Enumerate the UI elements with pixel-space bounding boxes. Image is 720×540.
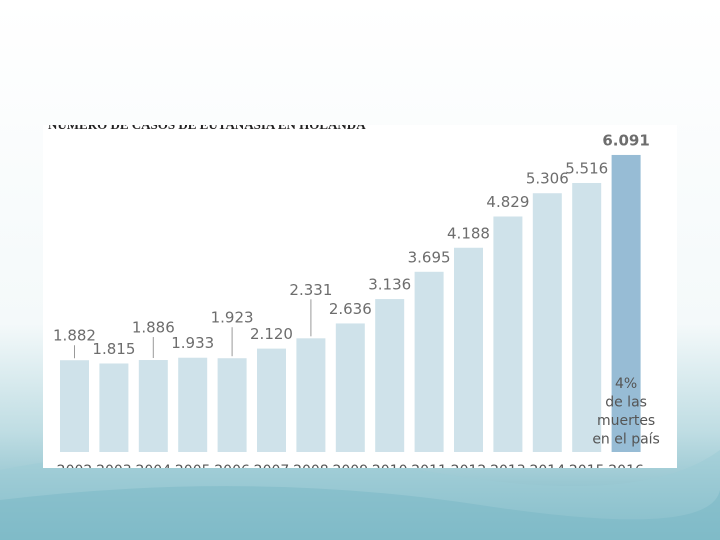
- value-label: 1.933: [171, 334, 214, 352]
- value-label: 3.695: [408, 248, 451, 266]
- bar: [532, 193, 562, 452]
- value-label: 5.306: [526, 170, 569, 188]
- value-label: 4.188: [447, 224, 490, 242]
- x-tick-label: 2010: [372, 463, 408, 479]
- bar: [375, 299, 405, 452]
- bar: [296, 338, 326, 452]
- value-label: 1.923: [211, 309, 254, 327]
- x-tick-label: 2007: [254, 463, 290, 479]
- bar: [454, 247, 483, 452]
- x-tick-label: 2006: [214, 463, 250, 479]
- bar: [257, 348, 286, 452]
- value-label: 5.516: [565, 159, 608, 177]
- x-tick-label: 2011: [411, 463, 447, 479]
- annotation: de las: [605, 395, 647, 411]
- x-tick-label: 2015: [569, 463, 605, 479]
- value-label: 1.886: [132, 319, 175, 337]
- value-label: 2.636: [329, 300, 372, 318]
- value-label: 4.829: [486, 193, 529, 211]
- x-tick-label: 2012: [451, 463, 487, 479]
- bar: [138, 360, 168, 452]
- x-tick-label: 2013: [490, 463, 526, 479]
- value-label: 6.091: [602, 131, 649, 149]
- bar: [611, 154, 641, 453]
- bar: [414, 271, 444, 452]
- value-label: 3.136: [368, 276, 411, 294]
- bar: [178, 357, 208, 452]
- bar: [217, 358, 247, 452]
- x-tick-label: 2004: [135, 463, 171, 479]
- wave: [0, 486, 720, 540]
- x-tick-label: 2002: [57, 463, 93, 479]
- value-label: 1.882: [53, 327, 96, 345]
- x-tick-label: 2009: [332, 463, 368, 479]
- chart-title: NÚMERO DE CASOS DE EUTANASIA EN HOLANDA: [48, 117, 366, 132]
- bar: [493, 216, 523, 452]
- bar: [60, 360, 89, 452]
- bar: [335, 323, 365, 452]
- chart: NÚMERO DE CASOS DE EUTANASIA EN HOLANDA …: [43, 117, 677, 479]
- annotation: en el país: [592, 432, 660, 448]
- annotation: 4%: [615, 376, 637, 392]
- x-tick-label: 2008: [293, 463, 329, 479]
- value-label: 2.120: [250, 325, 293, 343]
- value-label: 2.331: [289, 281, 332, 299]
- x-tick-label: 2005: [175, 463, 211, 479]
- x-tick-label: 2016: [608, 463, 644, 479]
- annotation: muertes: [597, 413, 655, 429]
- x-tick-label: 2003: [96, 463, 132, 479]
- bar: [572, 182, 602, 452]
- x-tick-label: 2014: [529, 463, 565, 479]
- bar: [99, 363, 129, 452]
- value-label: 1.815: [92, 340, 135, 358]
